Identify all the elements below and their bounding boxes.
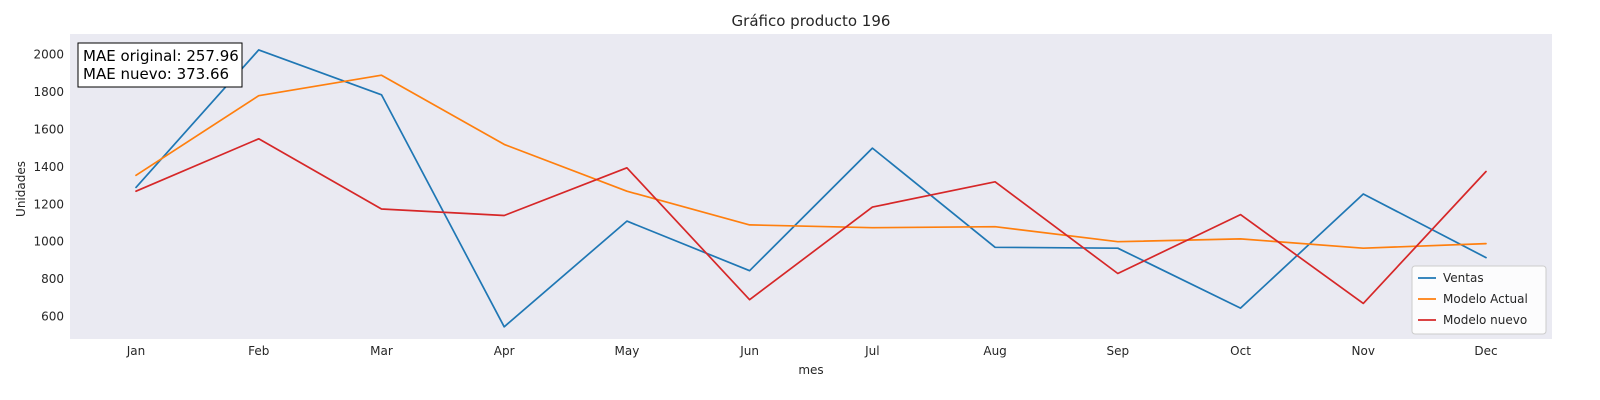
series-line-modelo-actual [135, 74, 1487, 250]
legend-label-ventas: Ventas [1443, 271, 1484, 285]
y-tick-label: 600 [41, 310, 64, 324]
legend-label-modelo-nuevo: Modelo nuevo [1443, 313, 1527, 327]
x-tick-label: May [615, 344, 640, 358]
y-axis-title: Unidades [14, 161, 28, 217]
y-tick-label: 1400 [33, 160, 64, 174]
mae-nuevo-text: MAE nuevo: 373.66 [83, 65, 229, 83]
x-tick-label: Aug [983, 344, 1006, 358]
x-tick-label: Sep [1107, 344, 1130, 358]
x-tick-label: Apr [494, 344, 515, 358]
legend-label-modelo-actual: Modelo Actual [1443, 292, 1528, 306]
mae-annotation-box [77, 42, 243, 88]
y-tick-label: 1600 [33, 122, 64, 136]
x-tick-label: Nov [1352, 344, 1375, 358]
x-tick-label: Dec [1474, 344, 1497, 358]
x-tick-label: Jan [126, 344, 146, 358]
y-tick-label: 1000 [33, 235, 64, 249]
y-axis: 600 800 1000 1200 1400 1600 1800 2000 [33, 48, 64, 324]
series-line-ventas [135, 49, 1487, 328]
plot-area [70, 34, 1552, 339]
y-tick-label: 2000 [33, 48, 64, 62]
x-tick-label: Feb [248, 344, 269, 358]
x-axis: Jan Feb Mar Apr May Jun Jul Aug Sep Oct Nov Dec [126, 344, 1498, 358]
x-tick-label: Mar [370, 344, 393, 358]
mae-original-text: MAE original: 257.96 [83, 47, 239, 65]
y-tick-label: 1200 [33, 197, 64, 211]
series-layer [135, 49, 1487, 328]
chart-title: Gráfico producto 196 [732, 12, 891, 30]
x-tick-label: Oct [1230, 344, 1251, 358]
mae-annotation: MAE original: 257.96 MAE nuevo: 373.66 [77, 42, 243, 88]
x-axis-title: mes [798, 363, 823, 377]
legend-box [1411, 265, 1547, 335]
legend: Ventas Modelo Actual Modelo nuevo [1411, 265, 1547, 335]
y-tick-label: 800 [41, 272, 64, 286]
series-line-modelo-nuevo [135, 137, 1487, 305]
x-tick-label: Jun [739, 344, 759, 358]
y-tick-label: 1800 [33, 85, 64, 99]
x-tick-label: Jul [864, 344, 879, 358]
